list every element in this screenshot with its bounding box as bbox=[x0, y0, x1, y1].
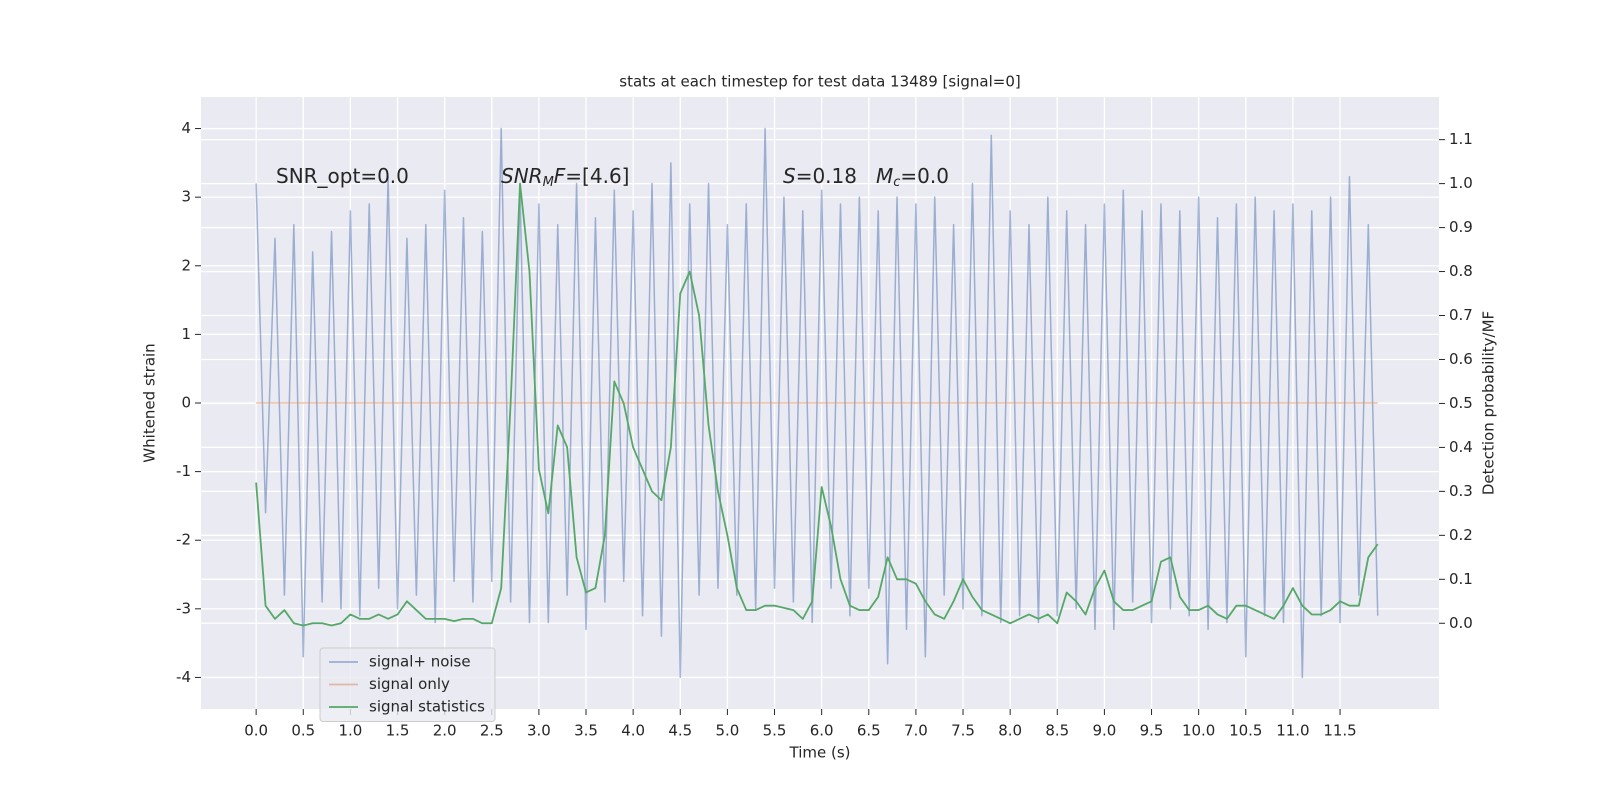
annotation: SNR_opt=0.0 bbox=[276, 164, 409, 188]
annotation-part: SNR bbox=[501, 164, 543, 188]
y2-tick-label: 0.7 bbox=[1449, 306, 1473, 324]
chart-title: stats at each timestep for test data 134… bbox=[619, 73, 1020, 91]
y-tick-label: -2 bbox=[176, 531, 191, 549]
x-tick-label: 2.5 bbox=[480, 722, 504, 740]
y2-tick-label: 0.5 bbox=[1449, 394, 1473, 412]
annotation-part: =0.0 bbox=[900, 164, 949, 188]
x-tick-label: 4.5 bbox=[668, 722, 692, 740]
x-tick-label: 10.5 bbox=[1229, 722, 1262, 740]
y2-tick-label: 0.1 bbox=[1449, 570, 1473, 588]
x-axis-label: Time (s) bbox=[789, 744, 851, 762]
x-tick-label: 10.0 bbox=[1182, 722, 1215, 740]
y-tick-label: 1 bbox=[181, 325, 191, 343]
x-tick-label: 8.5 bbox=[1045, 722, 1069, 740]
y-axis-label: Whitened strain bbox=[141, 343, 159, 462]
y2-tick-label: 0.2 bbox=[1449, 526, 1473, 544]
y2-tick-label: 0.0 bbox=[1449, 614, 1473, 632]
y2-axis-label: Detection probability/MF bbox=[1480, 311, 1498, 495]
legend-label: signal statistics bbox=[369, 698, 485, 716]
series-line bbox=[255, 182, 1379, 627]
annotation-part: =0.18 bbox=[796, 164, 857, 188]
y-tick-label: 0 bbox=[181, 394, 191, 412]
y-tick-label: -1 bbox=[176, 462, 191, 480]
annotation: Mc=0.0 bbox=[876, 164, 949, 190]
x-tick-label: 1.0 bbox=[338, 722, 362, 740]
x-tick-label: 11.0 bbox=[1276, 722, 1309, 740]
y-tick-label: 4 bbox=[181, 119, 191, 137]
series-line bbox=[255, 127, 1379, 679]
annotation-part: SNR_opt=0.0 bbox=[276, 164, 409, 188]
x-tick-label: 9.5 bbox=[1140, 722, 1164, 740]
x-tick-label: 7.5 bbox=[951, 722, 975, 740]
legend-label: signal+ noise bbox=[369, 653, 471, 671]
x-tick-label: 0.0 bbox=[244, 722, 268, 740]
x-tick-label: 1.5 bbox=[386, 722, 410, 740]
y-tick-label: 2 bbox=[181, 256, 191, 274]
x-tick-label: 2.0 bbox=[433, 722, 457, 740]
legend: signal+ noise signal only signal statistic… bbox=[319, 647, 496, 722]
x-tick-label: 8.0 bbox=[998, 722, 1022, 740]
y2-tick-label: 0.3 bbox=[1449, 482, 1473, 500]
y2-tick-label: 0.4 bbox=[1449, 438, 1473, 456]
y2-tick-label: 1.0 bbox=[1449, 174, 1473, 192]
annotation: S=0.18 bbox=[783, 164, 857, 188]
x-tick-label: 0.5 bbox=[291, 722, 315, 740]
y2-tick-label: 0.9 bbox=[1449, 218, 1473, 236]
x-tick-label: 3.5 bbox=[574, 722, 598, 740]
annotation-part: c bbox=[893, 175, 900, 190]
annotation-part: S bbox=[783, 164, 796, 188]
x-tick-label: 4.0 bbox=[621, 722, 645, 740]
y2-tick-label: 0.8 bbox=[1449, 262, 1473, 280]
y2-tick-label: 0.6 bbox=[1449, 350, 1473, 368]
legend-label: signal only bbox=[369, 675, 450, 693]
annotation-part: =[4.6] bbox=[565, 164, 629, 188]
y2-tick-label: 1.1 bbox=[1449, 130, 1473, 148]
annotation-part: M bbox=[543, 175, 554, 190]
annotation-part: F bbox=[554, 164, 566, 188]
x-tick-label: 3.0 bbox=[527, 722, 551, 740]
x-tick-label: 6.0 bbox=[810, 722, 834, 740]
x-tick-label: 11.5 bbox=[1323, 722, 1356, 740]
x-tick-label: 7.0 bbox=[904, 722, 928, 740]
x-tick-label: 6.5 bbox=[857, 722, 881, 740]
annotation: SNRMF=[4.6] bbox=[501, 164, 629, 190]
y-tick-label: -3 bbox=[176, 599, 191, 617]
x-tick-label: 5.0 bbox=[715, 722, 739, 740]
x-tick-label: 9.0 bbox=[1092, 722, 1116, 740]
x-tick-label: 5.5 bbox=[763, 722, 787, 740]
annotation-part: M bbox=[876, 164, 893, 188]
y-tick-label: 3 bbox=[181, 188, 191, 206]
legend-box bbox=[319, 647, 496, 722]
y-tick-label: -4 bbox=[176, 668, 191, 686]
